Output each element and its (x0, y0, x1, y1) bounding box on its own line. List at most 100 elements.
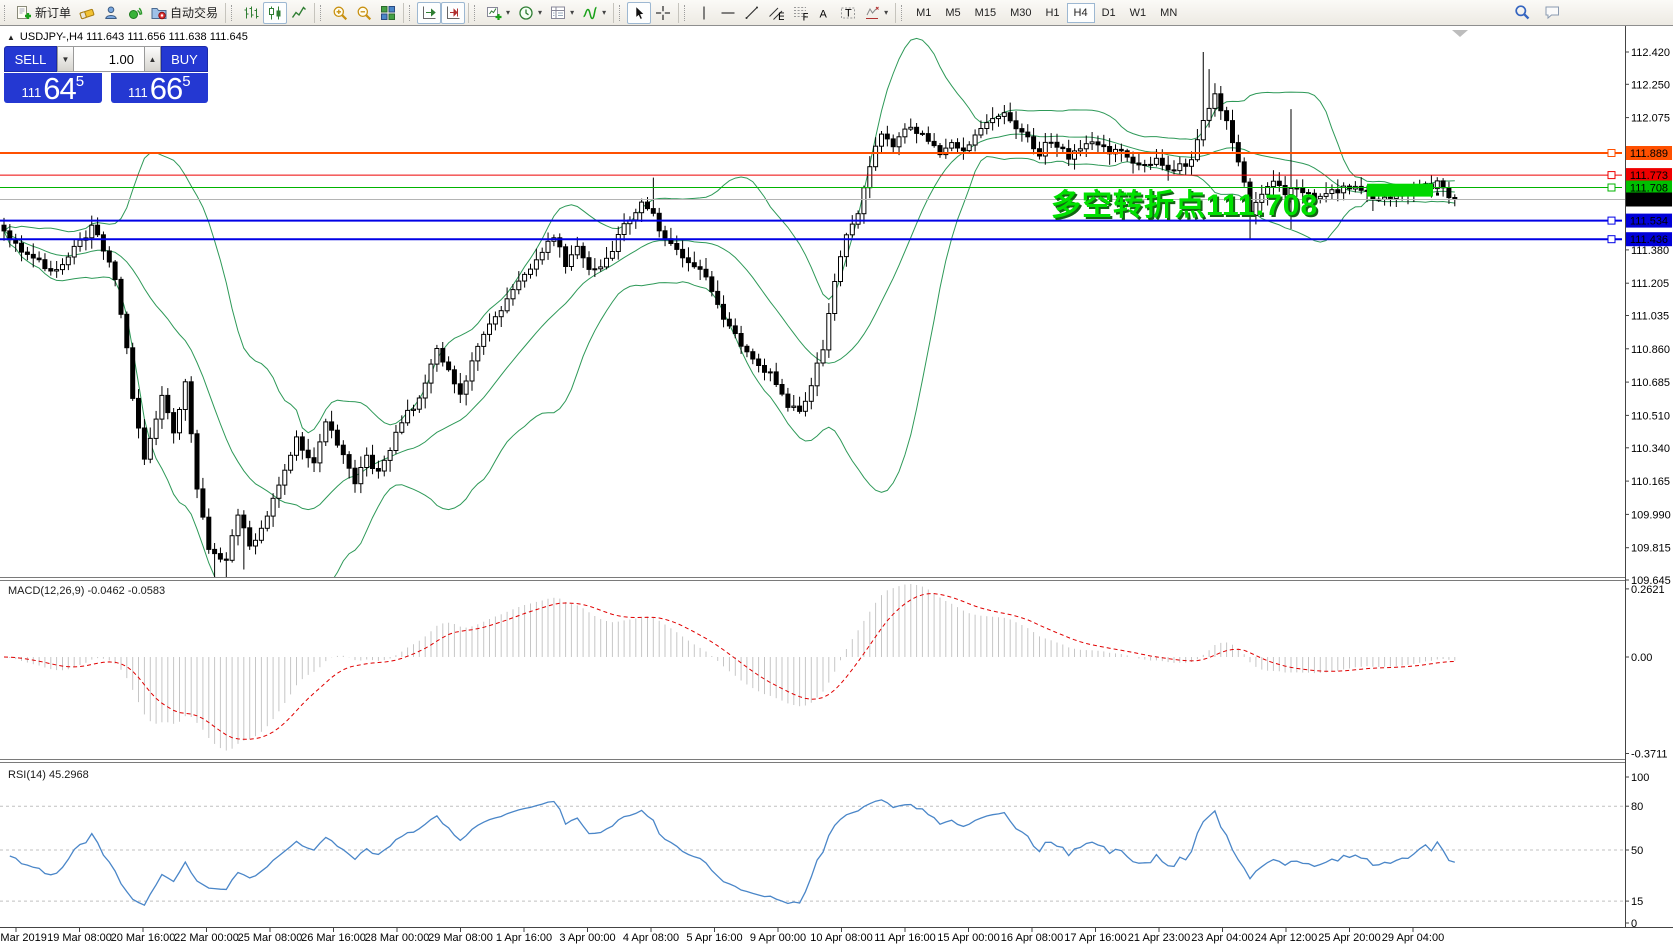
rsi-axis[interactable]: 100 80 50 15 0 (1625, 772, 1649, 930)
sell-button[interactable]: SELL (4, 46, 57, 72)
buy-price-button[interactable]: 111 66 5 (110, 73, 208, 104)
zoom-in-button[interactable] (328, 2, 352, 24)
volume-decrease-button[interactable]: ▼ (57, 46, 74, 72)
rsi-axis-label: 15 (1631, 896, 1643, 908)
timeframe-m30[interactable]: M30 (1010, 6, 1032, 19)
auto-scroll-button[interactable] (417, 1, 442, 24)
price-axis-label: 110.340 (1631, 443, 1670, 455)
sell-price-big: 64 (43, 71, 76, 106)
vertical-line-tool-button[interactable] (692, 2, 716, 24)
toolbar-separator (403, 2, 405, 23)
price-axis-label: 112.075 (1631, 113, 1670, 125)
equidistant-channel-tool-button[interactable]: E (764, 2, 788, 24)
auto-trading-label: 自动交易 (170, 6, 219, 20)
text-tool-button[interactable]: A (812, 2, 836, 24)
highlight-rectangle[interactable] (1367, 183, 1439, 197)
price-axis-label: 110.860 (1631, 344, 1670, 356)
profile-button[interactable] (99, 2, 123, 24)
arrows-tool-button[interactable]: ▾ (860, 2, 892, 24)
time-axis-label: 29 Apr 04:00 (1382, 932, 1444, 944)
volume-input[interactable] (74, 46, 144, 72)
doc-plus-icon (16, 5, 32, 21)
price-tag: 111.645 (1626, 192, 1672, 207)
rsi-label: RSI(14) 45.2968 (8, 769, 89, 781)
timeframe-w1[interactable]: W1 (1129, 6, 1147, 19)
macd-axis[interactable]: 0.2621 0.00 -0.3711 (1625, 584, 1668, 761)
templates-button[interactable]: ▾ (546, 2, 578, 24)
cursor-tool-button[interactable] (627, 1, 652, 24)
tile-windows-button[interactable] (376, 2, 400, 24)
new-chart-icon (486, 5, 502, 21)
line-chart-mode-button[interactable] (287, 2, 311, 24)
trendline-tool-button[interactable] (740, 2, 764, 24)
time-axis-label: 3 Apr 00:00 (559, 932, 615, 944)
dropdown-arrow-icon: ▾ (884, 8, 889, 17)
shift-marker-icon (1452, 30, 1468, 37)
timeframe-m15[interactable]: M15 (974, 6, 997, 19)
price-axis-label: 110.685 (1631, 377, 1670, 389)
chart-shift-button[interactable] (441, 1, 466, 24)
zoom-in-icon (332, 5, 348, 21)
rsi-axis-label: 0 (1631, 918, 1637, 930)
new-chart-button[interactable]: ▾ (482, 2, 514, 24)
macd-label: MACD(12,26,9) -0.0462 -0.0583 (8, 585, 166, 597)
chat-icon (1544, 4, 1560, 20)
horizontal-lines[interactable] (0, 149, 1625, 244)
text-label-tool-button[interactable]: T (836, 2, 860, 24)
time-axis-label: 20 Mar 16:00 (111, 932, 176, 944)
periods-button[interactable]: ▾ (514, 2, 546, 24)
timeframe-h4[interactable]: H4 (1066, 2, 1095, 23)
price-axis-label: 112.420 (1631, 47, 1670, 59)
toolbar-right (1510, 1, 1564, 23)
timeframe-m5[interactable]: M5 (945, 6, 961, 19)
price-axis-label: 109.815 (1631, 543, 1671, 555)
new-order-button[interactable]: 新订单 (12, 2, 75, 24)
bar-chart-mode-button[interactable] (239, 2, 263, 24)
timeframe-h1[interactable]: H1 (1045, 6, 1060, 19)
timeframe-m1[interactable]: M1 (916, 6, 932, 19)
candlestick-mode-button[interactable] (263, 1, 288, 24)
time-axis-label: 22 Mar 00:00 (174, 932, 239, 944)
pane-borders (0, 26, 1673, 928)
sell-price-button[interactable]: 111 64 5 (4, 71, 102, 106)
price-tag: 111.773 (1626, 168, 1672, 183)
price-axis-label: 111.380 (1631, 245, 1669, 257)
zoom-out-button[interactable] (352, 2, 376, 24)
time-axis-label: 11 Apr 16:00 (874, 932, 936, 944)
time-axis-label: 16 Apr 08:00 (1001, 932, 1063, 944)
text-icon: A (816, 5, 832, 21)
up-arrow-icon: ▲ (148, 54, 157, 64)
macd-axis-label: -0.3711 (1631, 749, 1668, 761)
buy-button[interactable]: BUY (161, 46, 208, 72)
zoom-out-icon (356, 5, 372, 21)
indicators-list-button[interactable]: ▾ (578, 2, 610, 24)
toolbar-grip (320, 4, 325, 21)
horizontal-line-tool-button[interactable] (716, 2, 740, 24)
tile-icon (380, 5, 396, 21)
price-axis[interactable]: 112.420 112.250 112.075 111.380 111.205 111.0… (1625, 47, 1672, 587)
bars-icon (243, 5, 259, 21)
svg-text:A: A (820, 8, 828, 20)
crosshair-tool-button[interactable] (651, 2, 675, 24)
eraser-tool-button[interactable] (75, 2, 99, 24)
macd-pane (3, 584, 1456, 751)
volume-increase-button[interactable]: ▲ (144, 46, 161, 72)
price-axis-label: 109.645 (1631, 575, 1671, 587)
time-axis-label: 21 Apr 23:00 (1128, 932, 1190, 944)
fibonacci-tool-button[interactable]: F (788, 2, 812, 24)
timeframe-mn[interactable]: MN (1160, 6, 1178, 19)
market-watch-signal-button[interactable] (123, 2, 147, 24)
collapse-panel-icon[interactable]: ▲ (7, 32, 15, 42)
timeframe-d1[interactable]: D1 (1101, 6, 1116, 19)
svg-text:111.773: 111.773 (1630, 170, 1668, 182)
chat-button[interactable] (1540, 1, 1564, 23)
auto-trading-button[interactable]: 自动交易 (147, 2, 222, 24)
toolbar-separator (613, 2, 615, 23)
buy-price-prefix: 111 (127, 85, 148, 100)
search-button[interactable] (1510, 1, 1534, 23)
price-tag: 111.889 (1626, 146, 1672, 160)
